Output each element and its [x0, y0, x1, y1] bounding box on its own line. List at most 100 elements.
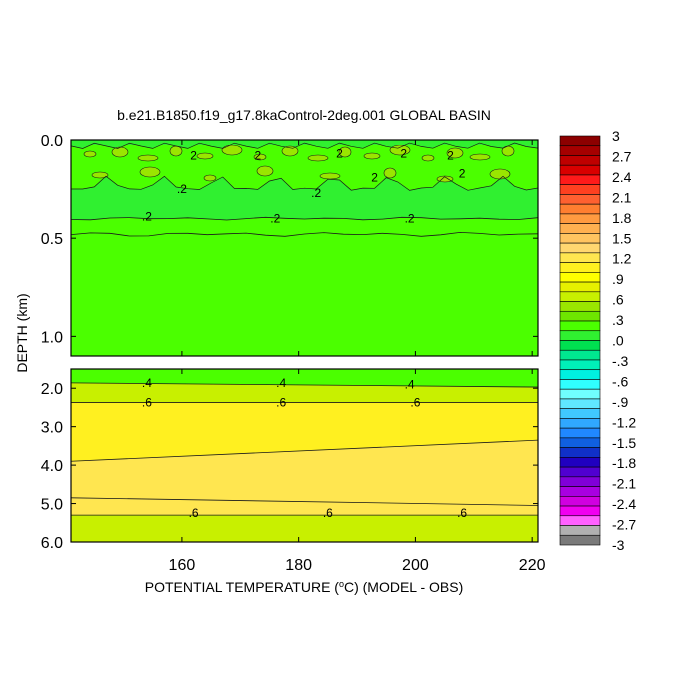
x-tick-label: 200	[402, 557, 429, 574]
upper-contour-line	[70, 216, 539, 221]
contour-label: .6	[189, 506, 199, 520]
contour-label: .6	[276, 395, 286, 409]
colorbar-box	[559, 408, 601, 419]
colorbar-label: -2.1	[612, 476, 636, 492]
x-axis-label-tail: C) (MODEL - OBS)	[344, 579, 463, 595]
upper-contour-patch	[307, 154, 329, 162]
colorbar-label: -.3	[612, 353, 629, 369]
colorbar-box	[559, 457, 601, 468]
upper-panel-frame	[70, 139, 539, 357]
contour-label: .2	[142, 210, 152, 224]
upper-contour-patch	[221, 144, 243, 156]
colorbar-label: .0	[612, 333, 624, 349]
contour-label: 2	[371, 170, 378, 184]
contour-label: 2	[254, 149, 261, 163]
contour-label: .4	[276, 376, 286, 390]
colorbar-label: -1.2	[612, 414, 636, 430]
upper-contour-line	[70, 231, 539, 237]
x-axis-label: POTENTIAL TEMPERATURE (oC) (MODEL - OBS)	[145, 579, 464, 595]
contour-label: 2	[447, 149, 454, 163]
colorbar-box	[559, 496, 601, 507]
colorbar-box	[559, 291, 601, 302]
colorbar-label: 2.7	[612, 148, 632, 164]
upper-contour-patch	[281, 145, 299, 157]
colorbar-box	[559, 242, 601, 254]
colorbar-label: -1.5	[612, 435, 636, 451]
y-tick-label: 4.0	[41, 458, 63, 475]
colorbar-label: .3	[612, 312, 624, 328]
colorbar-box	[559, 486, 601, 497]
x-axis: 160 180 200 220	[169, 140, 546, 574]
lower-bottom-band	[71, 515, 538, 542]
colorbar-box	[559, 272, 601, 283]
colorbar-box	[559, 174, 601, 185]
upper-panel: 2 2 2 2 22 2.2.2.2.2.2	[70, 139, 539, 357]
colorbar-box	[559, 534, 601, 546]
colorbar-label: -2.4	[612, 496, 636, 512]
upper-surface-strip	[71, 140, 538, 145]
lower-top-band	[71, 369, 538, 388]
colorbar-box	[559, 379, 601, 390]
upper-contour-patch	[137, 154, 159, 162]
colorbar-label: 2.4	[612, 169, 632, 185]
upper-contour-patch	[338, 146, 352, 158]
contour-label: .2	[311, 186, 321, 200]
colorbar-label: 1.8	[612, 210, 632, 226]
contour-label: 2	[190, 149, 197, 163]
colorbar-box	[559, 155, 601, 166]
upper-contour-patch	[256, 165, 274, 177]
y-tick-label: 3.0	[41, 420, 63, 437]
colorbar-box	[559, 359, 601, 371]
colorbar-box	[559, 203, 601, 215]
colorbar-label: -2.7	[612, 517, 636, 533]
colorbar-box	[559, 398, 601, 409]
colorbar-box	[559, 340, 601, 351]
colorbar-labels: 3 2.7 2.4 2.1 1.8 1.5 1.2 .9 .6 .3 .0 -.3 -.6 -.9 -1.2…	[612, 128, 636, 553]
colorbar-box	[559, 145, 601, 156]
contour-label: .6	[142, 395, 152, 409]
colorbar-box	[559, 233, 601, 244]
lower-deep-field	[71, 440, 538, 516]
upper-contour-patch	[446, 147, 464, 159]
upper-contour-patch	[363, 152, 381, 160]
contour-label: .6	[457, 506, 467, 520]
colorbar-box	[559, 262, 601, 273]
colorbar-box	[559, 505, 601, 517]
upper-contour-patch	[319, 172, 341, 180]
colorbar-box	[559, 213, 601, 224]
y-axis-upper: 0.0 0.5 1.0	[41, 133, 538, 346]
lower-contour-line	[70, 439, 539, 462]
upper-contour-patch	[469, 153, 491, 161]
y-tick-label: 5.0	[41, 497, 63, 514]
colorbar-box	[559, 525, 601, 536]
colorbar-label: 2.1	[612, 189, 632, 205]
y-tick-label: 0.0	[41, 133, 63, 150]
upper-contour-patch	[196, 152, 214, 160]
colorbar-label: 3	[612, 128, 620, 144]
lower-panel: .4 .4 .4 .6 .6 .6 .6 .6 .6	[70, 368, 539, 543]
colorbar-box	[559, 194, 601, 205]
contour-label: .2	[177, 182, 187, 196]
y-axis-label: DEPTH (km)	[14, 293, 30, 372]
colorbar-box	[559, 466, 601, 478]
upper-mixed-layer	[71, 143, 538, 191]
colorbar-label: -3	[612, 537, 625, 553]
upper-contour-line	[70, 142, 539, 149]
upper-panel-contour-labels: 2 2 2 2 22 2.2.2.2.2.2	[142, 147, 466, 226]
contour-label: .6	[410, 395, 420, 409]
x-axis-label-degree: o	[339, 579, 344, 589]
lower-contour-line	[70, 382, 539, 388]
contour-label: .4	[142, 376, 152, 390]
upper-contour-patch	[111, 146, 129, 158]
colorbar-box	[559, 369, 601, 380]
upper-panel-fill	[71, 140, 538, 356]
colorbar-label: -1.8	[612, 455, 636, 471]
colorbar-label: .9	[612, 271, 624, 287]
contour-label: .4	[405, 377, 415, 391]
colorbar-box	[559, 427, 601, 439]
colorbar-box	[559, 164, 601, 176]
colorbar-box	[559, 301, 601, 312]
upper-contour-patch	[383, 167, 397, 179]
colorbar-box	[559, 349, 601, 361]
upper-panel-contour-lines	[70, 142, 539, 237]
